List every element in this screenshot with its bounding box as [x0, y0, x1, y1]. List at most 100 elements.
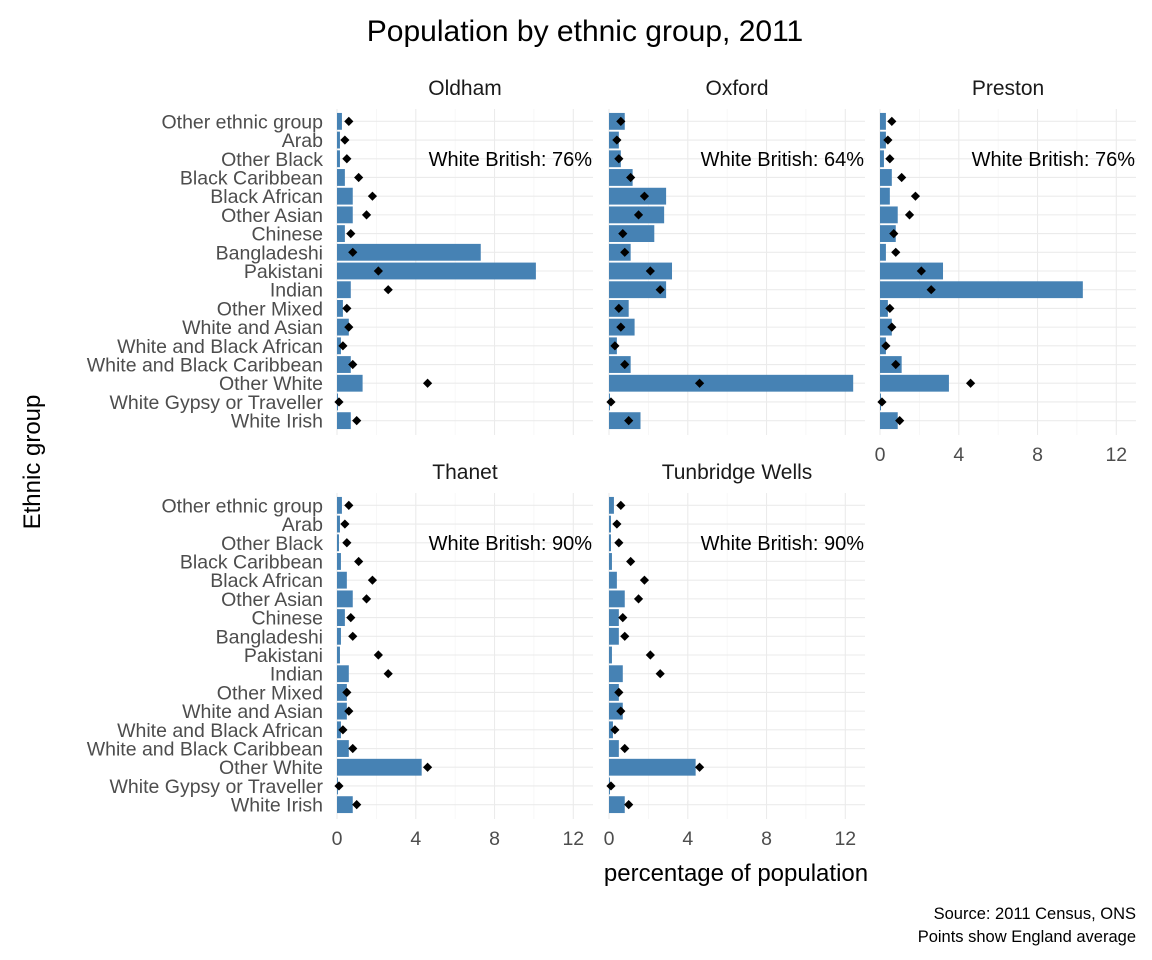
x-tick-label: 8	[761, 828, 772, 850]
panel-oxford: Oxford White British: 64%	[606, 77, 865, 435]
england-average-point-chinese	[889, 228, 899, 239]
england-average-point-white-gypsy-or-traveller	[877, 397, 887, 407]
england-average-point-other-black	[342, 154, 352, 164]
y-tick-label: Other ethnic group	[161, 495, 323, 517]
y-tick-label: Other Mixed	[217, 682, 323, 704]
england-average-point-other-black	[614, 154, 624, 164]
y-tick-label: Arab	[282, 514, 323, 536]
england-average-point-white-and-asian	[344, 706, 354, 716]
bar-oldham-chinese	[337, 225, 345, 243]
england-average-point-pakistani	[373, 650, 383, 660]
annotation-white-british: White British: 90%	[429, 533, 593, 555]
y-tick-label: Other White	[219, 373, 323, 395]
bar-preston-other-black	[880, 150, 884, 168]
england-average-point-indian	[655, 285, 665, 295]
england-average-point-white-irish	[624, 800, 634, 810]
y-tick-label: White and Asian	[182, 701, 323, 723]
bar-oldham-other-asian	[337, 206, 353, 224]
y-tick-label: Chinese	[251, 608, 323, 630]
england-average-point-white-and-black-caribbean	[620, 359, 630, 370]
england-average-point-arab	[340, 519, 350, 529]
england-average-point-black-african	[367, 191, 378, 201]
bar-preston-pakistani	[880, 262, 944, 280]
bar-oxford-bangladeshi	[609, 243, 631, 261]
england-average-point-pakistani	[916, 266, 926, 276]
england-average-point-white-and-black-caribbean	[348, 359, 358, 370]
england-average-point-bangladeshi	[348, 247, 358, 257]
bar-tunbridge-wells-bangladeshi	[609, 627, 619, 645]
bar-oldham-white-and-asian	[337, 318, 349, 336]
y-tick-label: Indian	[270, 280, 323, 302]
bar-tunbridge-wells-black-caribbean	[609, 553, 612, 570]
bar-oxford-black-african	[609, 187, 667, 205]
england-average-point-white-irish	[352, 800, 362, 810]
england-average-point-white-and-asian	[887, 322, 897, 332]
bar-oldham-other-mixed	[337, 299, 343, 317]
england-average-point-chinese	[346, 228, 356, 239]
annotation-white-british: White British: 76%	[972, 149, 1136, 171]
caption-note: Points show England average	[918, 928, 1136, 946]
england-average-point-indian	[655, 669, 665, 679]
bar-tunbridge-wells-white-irish	[609, 796, 625, 814]
england-average-point-other-mixed	[614, 303, 624, 314]
england-average-point-white-gypsy-or-traveller	[606, 781, 616, 791]
bar-thanet-white-and-asian	[337, 702, 347, 720]
y-tick-label: Other Asian	[221, 205, 323, 227]
england-average-point-other-asian	[361, 210, 372, 220]
england-average-point-pakistani	[373, 266, 383, 276]
england-average-point-other-mixed	[342, 303, 352, 314]
bar-preston-black-african	[880, 187, 890, 205]
england-average-point-other-white	[965, 378, 976, 388]
england-average-point-black-african	[639, 191, 650, 201]
y-tick-label: White and Black African	[117, 336, 323, 358]
bar-preston-other-ethnic-group	[880, 112, 886, 130]
bar-oldham-white-and-black-caribbean	[337, 356, 351, 373]
england-average-point-black-caribbean	[897, 172, 907, 183]
england-average-point-arab	[340, 135, 350, 145]
y-tick-label: White Irish	[231, 411, 323, 433]
england-average-point-black-caribbean	[354, 172, 364, 183]
bar-preston-black-caribbean	[880, 169, 892, 186]
england-average-point-white-and-black-caribbean	[348, 743, 358, 754]
england-average-point-chinese	[618, 228, 628, 239]
bar-preston-other-white	[880, 374, 949, 392]
y-tick-label: Other Asian	[221, 589, 323, 611]
bar-thanet-indian	[337, 665, 349, 683]
y-tick-label: Other Black	[221, 533, 323, 555]
england-average-point-black-african	[367, 575, 378, 585]
bar-tunbridge-wells-arab	[609, 515, 611, 533]
england-average-point-indian	[926, 285, 936, 295]
england-average-point-black-african	[910, 191, 921, 201]
bar-thanet-other-mixed	[337, 683, 347, 701]
bar-oldham-bangladeshi	[337, 243, 481, 261]
bar-preston-arab	[880, 131, 886, 149]
bar-tunbridge-wells-white-and-black-caribbean	[609, 740, 619, 757]
england-average-point-chinese	[618, 612, 628, 623]
x-tick-label: 12	[834, 828, 856, 850]
bar-thanet-white-irish	[337, 796, 353, 814]
facet-title-tunbridge-wells: Tunbridge Wells	[662, 461, 813, 484]
bar-preston-bangladeshi	[880, 243, 886, 261]
bar-thanet-black-african	[337, 571, 347, 589]
bar-thanet-bangladeshi	[337, 627, 341, 645]
y-tick-label: Black African	[210, 186, 323, 208]
bar-tunbridge-wells-pakistani	[609, 646, 612, 664]
england-average-point-white-and-black-caribbean	[891, 359, 901, 370]
bar-tunbridge-wells-other-asian	[609, 590, 625, 608]
england-average-point-white-gypsy-or-traveller	[334, 781, 344, 791]
england-average-point-indian	[383, 669, 393, 679]
england-average-point-chinese	[346, 612, 356, 623]
england-average-point-white-and-black-african	[610, 725, 620, 735]
bar-thanet-other-ethnic-group	[337, 496, 342, 514]
bar-thanet-arab	[337, 515, 340, 533]
bar-tunbridge-wells-indian	[609, 665, 623, 683]
bar-oldham-other-ethnic-group	[337, 112, 342, 130]
bar-oxford-black-caribbean	[609, 169, 633, 186]
annotation-white-british: White British: 64%	[701, 149, 865, 171]
bar-preston-indian	[880, 281, 1083, 299]
england-average-point-bangladeshi	[620, 247, 630, 257]
england-average-point-other-ethnic-group	[616, 500, 626, 510]
england-average-point-arab	[612, 135, 622, 145]
